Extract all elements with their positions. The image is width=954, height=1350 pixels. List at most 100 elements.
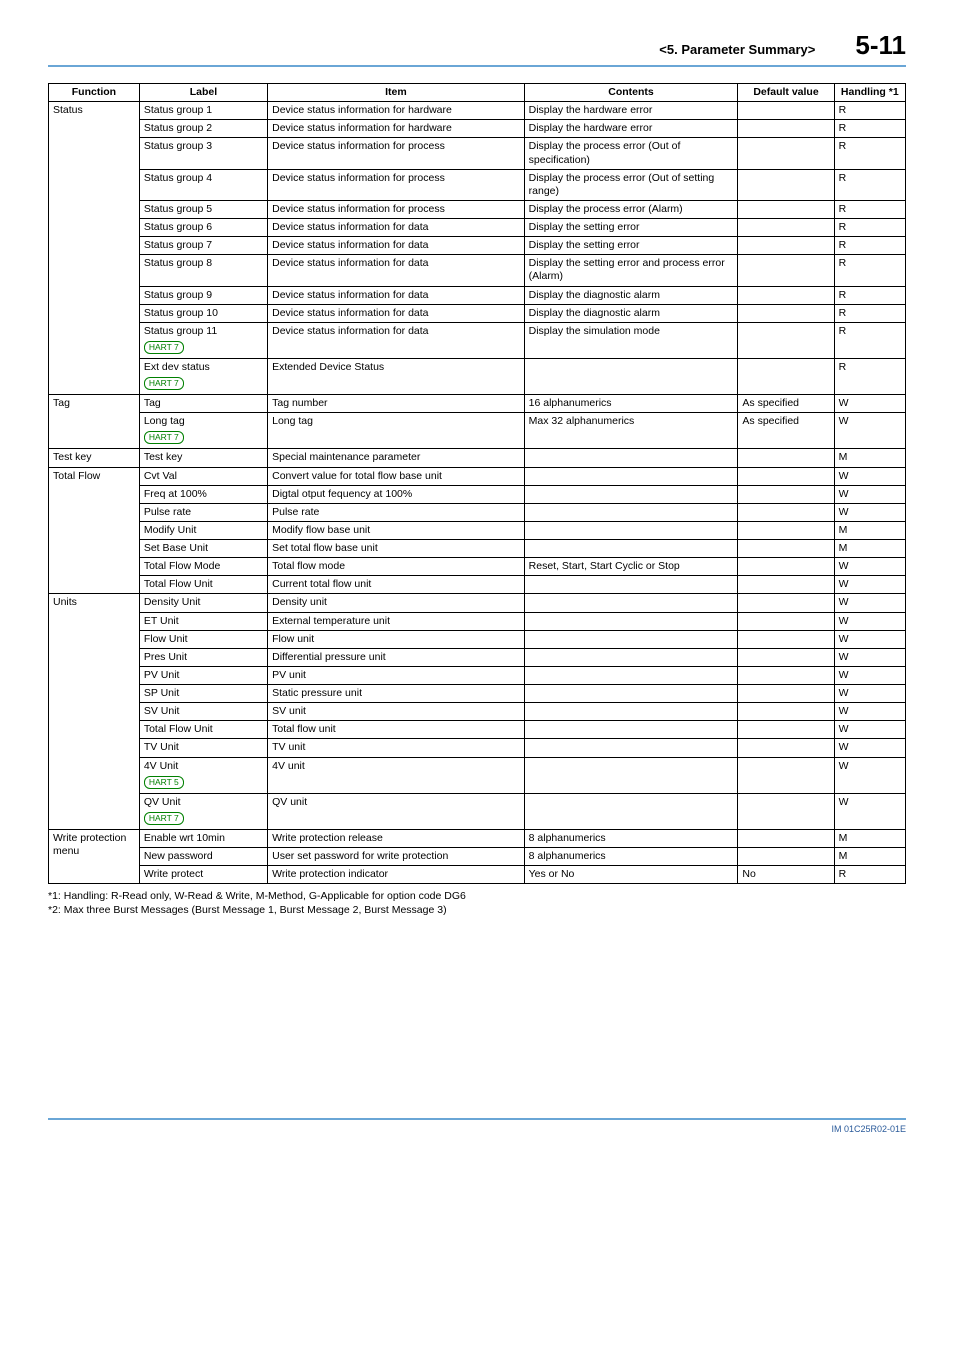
footer-rule: [48, 1118, 906, 1120]
cell-item: 4V unit: [268, 757, 525, 793]
cell-contents: Yes or No: [524, 866, 738, 884]
cell-item: Device status information for data: [268, 255, 525, 286]
table-row: Pres UnitDifferential pressure unitW: [49, 648, 906, 666]
cell-label: QV UnitHART 7: [139, 793, 267, 829]
cell-label: Density Unit: [139, 594, 267, 612]
cell-label: Status group 7: [139, 237, 267, 255]
cell-contents: Display the process error (Out of settin…: [524, 169, 738, 200]
cell-handling: R: [834, 200, 905, 218]
hart-badge: HART 7: [144, 377, 184, 390]
cell-default: As specified: [738, 395, 834, 413]
cell-contents: 16 alphanumerics: [524, 395, 738, 413]
cell-item: TV unit: [268, 739, 525, 757]
cell-default: [738, 594, 834, 612]
cell-handling: W: [834, 630, 905, 648]
cell-default: [738, 219, 834, 237]
cell-label: Enable wrt 10min: [139, 829, 267, 847]
cell-item: External temperature unit: [268, 612, 525, 630]
cell-contents: [524, 630, 738, 648]
cell-contents: [524, 540, 738, 558]
table-row: Status group 6Device status information …: [49, 219, 906, 237]
cell-label: Flow Unit: [139, 630, 267, 648]
cell-contents: Display the process error (Alarm): [524, 200, 738, 218]
cell-default: [738, 558, 834, 576]
cell-default: [738, 237, 834, 255]
cell-default: [738, 847, 834, 865]
cell-label: Total Flow Mode: [139, 558, 267, 576]
cell-item: Device status information for process: [268, 200, 525, 218]
cell-label: Status group 9: [139, 286, 267, 304]
header-rule: [48, 65, 906, 67]
cell-item: Differential pressure unit: [268, 648, 525, 666]
col-header-default: Default value: [738, 84, 834, 102]
table-row: SV UnitSV unitW: [49, 703, 906, 721]
cell-handling: M: [834, 847, 905, 865]
cell-label: Status group 11HART 7: [139, 322, 267, 358]
cell-label: New password: [139, 847, 267, 865]
cell-label: Status group 1: [139, 102, 267, 120]
cell-handling: R: [834, 866, 905, 884]
cell-default: [738, 739, 834, 757]
cell-default: [738, 666, 834, 684]
cell-default: [738, 793, 834, 829]
col-header-contents: Contents: [524, 84, 738, 102]
table-row: Status group 8Device status information …: [49, 255, 906, 286]
table-header-row: Function Label Item Contents Default val…: [49, 84, 906, 102]
cell-item: Total flow mode: [268, 558, 525, 576]
cell-contents: Display the diagnostic alarm: [524, 286, 738, 304]
cell-item: Device status information for data: [268, 286, 525, 304]
cell-label: Total Flow Unit: [139, 721, 267, 739]
cell-label: Set Base Unit: [139, 540, 267, 558]
cell-contents: Display the process error (Out of specif…: [524, 138, 738, 169]
table-row: Status group 11HART 7Device status infor…: [49, 322, 906, 358]
cell-item: Device status information for data: [268, 304, 525, 322]
cell-handling: W: [834, 685, 905, 703]
page-number: 5-11: [855, 30, 906, 61]
cell-handling: W: [834, 757, 905, 793]
cell-contents: 8 alphanumerics: [524, 829, 738, 847]
cell-default: [738, 304, 834, 322]
col-header-function: Function: [49, 84, 140, 102]
cell-label: ET Unit: [139, 612, 267, 630]
table-row: UnitsDensity UnitDensity unitW: [49, 594, 906, 612]
cell-contents: [524, 648, 738, 666]
cell-contents: Display the hardware error: [524, 102, 738, 120]
cell-function: Tag: [49, 395, 140, 449]
cell-contents: Max 32 alphanumerics: [524, 413, 738, 449]
footnote-1: *1: Handling: R-Read only, W-Read & Writ…: [48, 890, 906, 904]
cell-default: [738, 612, 834, 630]
cell-handling: W: [834, 703, 905, 721]
cell-item: Total flow unit: [268, 721, 525, 739]
cell-default: [738, 358, 834, 394]
cell-item: Special maintenance parameter: [268, 449, 525, 467]
cell-default: [738, 255, 834, 286]
table-row: Status group 10Device status information…: [49, 304, 906, 322]
cell-handling: R: [834, 322, 905, 358]
cell-item: Device status information for data: [268, 322, 525, 358]
cell-handling: W: [834, 503, 905, 521]
cell-contents: [524, 721, 738, 739]
table-row: Write protection menuEnable wrt 10minWri…: [49, 829, 906, 847]
table-row: Total FlowCvt ValConvert value for total…: [49, 467, 906, 485]
cell-default: [738, 648, 834, 666]
table-row: PV UnitPV unitW: [49, 666, 906, 684]
table-row: New passwordUser set password for write …: [49, 847, 906, 865]
table-row: Status group 7Device status information …: [49, 237, 906, 255]
cell-label: Ext dev statusHART 7: [139, 358, 267, 394]
table-row: Modify UnitModify flow base unitM: [49, 521, 906, 539]
cell-handling: W: [834, 648, 905, 666]
cell-handling: R: [834, 237, 905, 255]
table-row: SP UnitStatic pressure unitW: [49, 685, 906, 703]
cell-contents: Display the hardware error: [524, 120, 738, 138]
cell-item: Device status information for data: [268, 219, 525, 237]
cell-label: SV Unit: [139, 703, 267, 721]
cell-label: 4V UnitHART 5: [139, 757, 267, 793]
cell-handling: W: [834, 395, 905, 413]
cell-default: [738, 138, 834, 169]
table-row: Status group 3Device status information …: [49, 138, 906, 169]
cell-item: Device status information for hardware: [268, 120, 525, 138]
cell-default: [738, 286, 834, 304]
cell-handling: W: [834, 467, 905, 485]
cell-contents: [524, 739, 738, 757]
table-row: Write protectWrite protection indicatorY…: [49, 866, 906, 884]
